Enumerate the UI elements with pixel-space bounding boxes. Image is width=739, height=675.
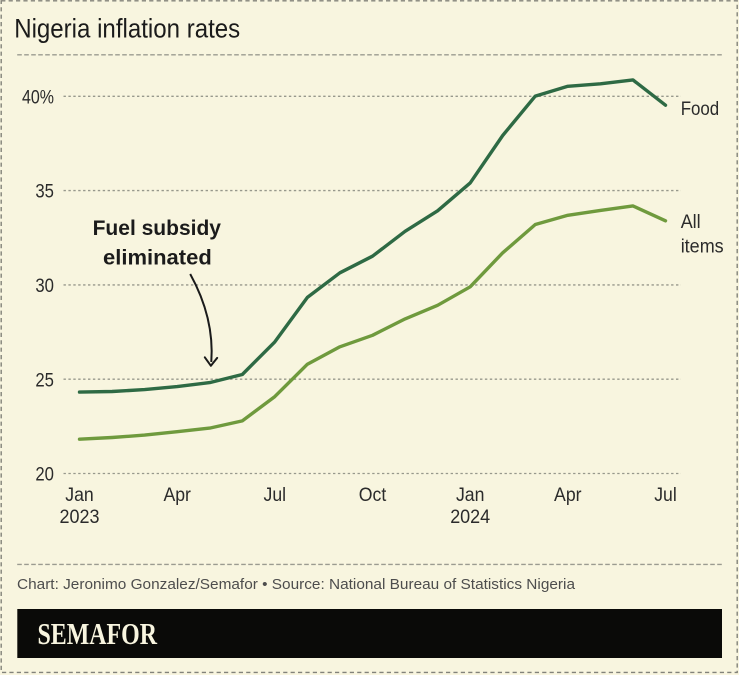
svg-text:25: 25 [35,369,54,391]
svg-text:Jul: Jul [264,484,287,506]
svg-text:20: 20 [35,464,54,486]
svg-text:Jul: Jul [654,484,677,506]
svg-text:Fuel subsidy: Fuel subsidy [93,217,222,240]
svg-text:items: items [681,236,724,257]
svg-text:Oct: Oct [359,484,387,506]
svg-text:Chart: Jeronimo Gonzalez/Semaf: Chart: Jeronimo Gonzalez/Semafor • Sourc… [17,576,576,593]
svg-text:Food: Food [681,99,720,120]
svg-text:eliminated: eliminated [103,247,212,270]
svg-text:Jan: Jan [65,484,94,506]
svg-text:35: 35 [35,181,54,203]
svg-text:Nigeria inflation rates: Nigeria inflation rates [14,13,240,43]
svg-text:2024: 2024 [450,506,490,528]
svg-text:All: All [681,212,701,233]
svg-text:Apr: Apr [554,484,582,506]
svg-text:Apr: Apr [163,484,191,506]
svg-text:Jan: Jan [456,484,485,506]
svg-text:30: 30 [35,275,54,297]
svg-text:SEMAFOR: SEMAFOR [38,617,158,651]
svg-text:2023: 2023 [60,506,100,528]
svg-text:40%: 40% [22,86,54,108]
